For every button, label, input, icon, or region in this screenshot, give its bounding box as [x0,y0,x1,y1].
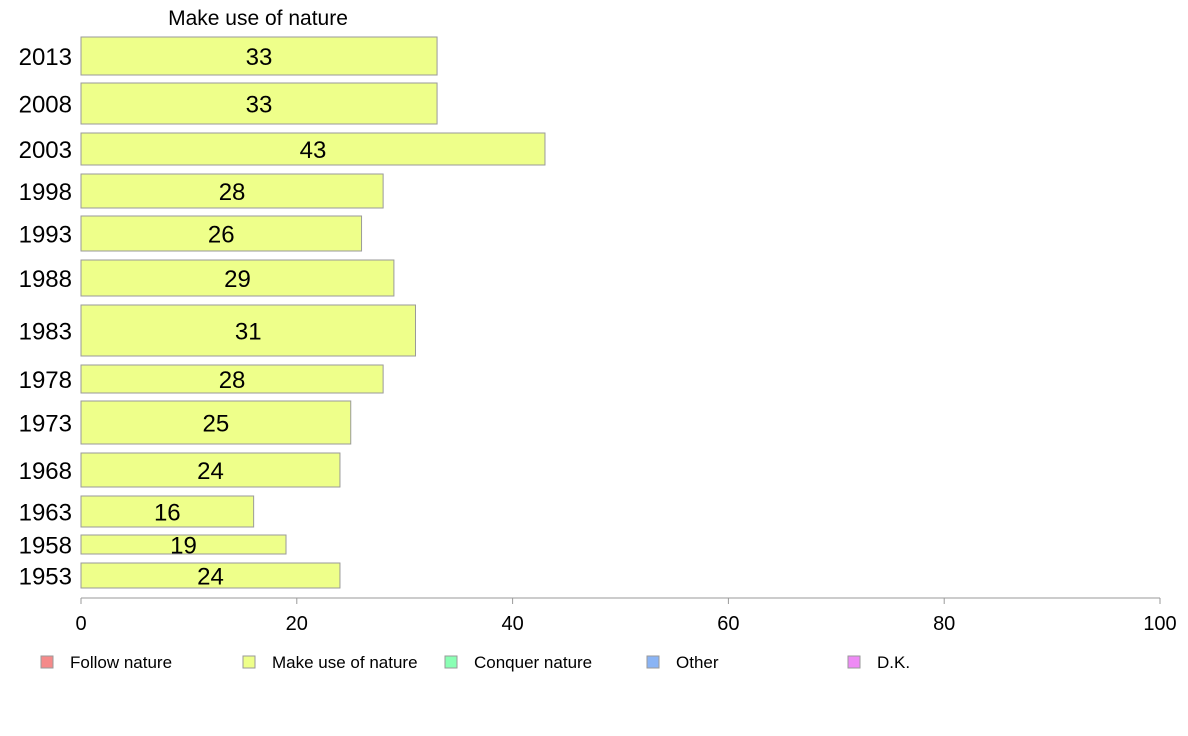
category-label-1993: 1993 [19,222,72,249]
legend-swatch-1 [242,655,256,669]
x-axis: 0 20 40 60 80 100 [75,597,1177,635]
legend-label-1: Make use of nature [272,653,418,672]
category-label-1973: 1973 [19,411,72,438]
x-tick-label-40: 40 [501,613,523,635]
value-label-1973: 25 [203,411,230,438]
value-label-1978: 28 [219,367,246,394]
value-label-2013: 33 [246,44,273,71]
value-label-1963: 16 [154,500,181,527]
bar-1993 [80,215,363,252]
bar-2003 [80,132,546,166]
legend-label-2: Conquer nature [474,653,592,672]
category-label-2003: 2003 [19,137,72,164]
legend: Follow nature Make use of nature Conquer n… [40,653,910,672]
bar-1998 [80,173,384,209]
x-tick-label-0: 0 [75,613,86,635]
legend-label-0: Follow nature [70,653,172,672]
legend-swatch-3 [646,655,660,669]
category-label-1958: 1958 [19,533,72,560]
value-label-1953: 24 [197,564,224,591]
value-label-1983: 31 [235,319,262,346]
x-tick-label-80: 80 [933,613,955,635]
chart-title: Make use of nature [168,7,348,30]
value-label-2003: 43 [300,137,327,164]
legend-swatch-0 [40,655,54,669]
bar-2008 [80,82,438,125]
bar-1988 [80,259,395,297]
category-label-2013: 2013 [19,44,72,71]
legend-swatch-4 [847,655,861,669]
bar-1958 [80,534,287,555]
x-tick-label-100: 100 [1143,613,1176,635]
value-label-1998: 28 [219,179,246,206]
category-label-2008: 2008 [19,92,72,119]
bar-2013 [80,36,438,76]
bar-1968 [80,452,341,488]
value-label-2008: 33 [246,92,273,119]
bar-1983 [80,304,416,357]
category-label-1963: 1963 [19,500,72,527]
category-label-1998: 1998 [19,179,72,206]
x-tick-label-20: 20 [286,613,308,635]
bar-1963 [80,495,255,528]
category-label-1983: 1983 [19,319,72,346]
category-label-1978: 1978 [19,367,72,394]
bar-1973 [80,400,352,445]
category-label-1968: 1968 [19,458,72,485]
legend-swatch-2 [444,655,458,669]
value-label-1968: 24 [197,458,224,485]
value-label-1958: 19 [170,533,197,560]
bars: 2013 33 2008 33 2003 43 1998 28 1993 26 1988 29 1983… [19,36,546,591]
value-label-1993: 26 [208,222,235,249]
bar-1978 [80,364,384,394]
category-label-1953: 1953 [19,564,72,591]
legend-label-4: D.K. [877,653,910,672]
bar-1953 [80,562,341,589]
category-label-1988: 1988 [19,266,72,293]
x-tick-label-60: 60 [717,613,739,635]
legend-label-3: Other [676,653,719,672]
value-label-1988: 29 [224,266,251,293]
